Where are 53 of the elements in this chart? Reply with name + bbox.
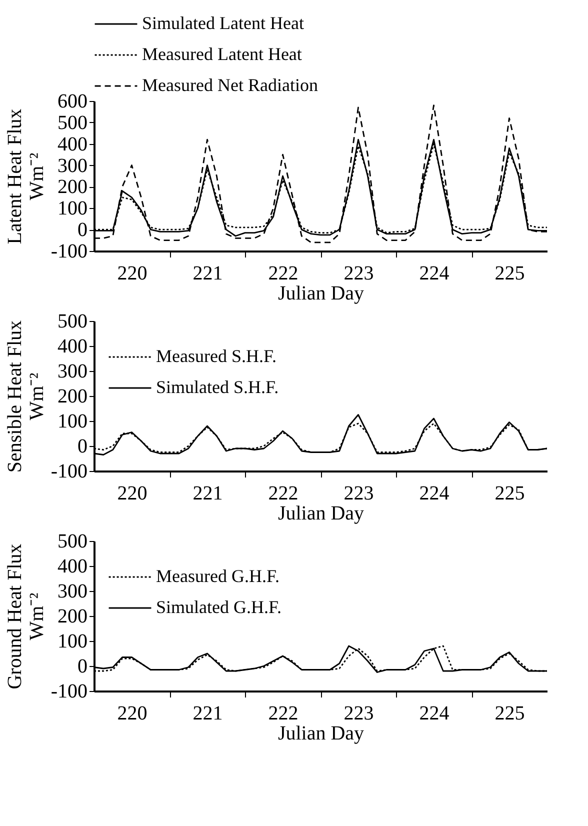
x-tick-label: 222 [268, 702, 298, 724]
x-tick-label: 221 [192, 702, 223, 724]
x-tick-label: 220 [117, 482, 148, 504]
x-axis-title: Julian Day [278, 502, 364, 524]
legend-label: Simulated Latent Heat [142, 13, 304, 33]
y-tick-label: 400 [58, 556, 88, 578]
x-tick-label: 223 [344, 482, 374, 504]
x-tick-label: 225 [494, 482, 525, 504]
x-tick-label: 222 [268, 262, 298, 284]
y-tick-label: 0 [78, 219, 88, 242]
x-tick-label: 221 [192, 262, 223, 284]
x-tick-label: 223 [344, 262, 374, 284]
y-tick-label: 500 [58, 112, 88, 134]
y-tick-label: 100 [58, 630, 88, 652]
y-tick-label: 500 [58, 530, 88, 552]
y-tick-label: 200 [58, 606, 88, 628]
y-tick-label: 0 [78, 436, 88, 458]
y-tick-label: 600 [58, 90, 88, 112]
x-tick-label: 220 [117, 262, 148, 284]
y-axis-title: Sensible Heat Flux Wm⁻² [4, 320, 48, 473]
x-tick-label: 225 [494, 262, 525, 284]
y-tick-label: 400 [58, 133, 88, 156]
legend-label: Simulated G.H.F. [156, 597, 282, 617]
legend-label: Measured Latent Heat [142, 44, 302, 64]
y-tick-label: 0 [78, 656, 88, 678]
legend-label: Measured Net Radiation [142, 75, 318, 95]
y-tick-label: 300 [58, 154, 88, 177]
legend-label: Measured G.H.F. [156, 566, 280, 586]
legend-label: Measured S.H.F. [156, 346, 277, 366]
x-tick-label: 220 [117, 702, 148, 724]
x-tick-label: 222 [268, 482, 298, 504]
x-tick-label: 224 [419, 482, 450, 504]
y-tick-label: 200 [58, 386, 88, 408]
x-axis-title: Julian Day [278, 722, 364, 744]
y-tick-label: 300 [58, 580, 88, 602]
y-axis-title: Ground Heat Flux Wm⁻² [4, 544, 48, 690]
x-axis-title: Julian Day [278, 282, 364, 304]
x-tick-label: 224 [419, 262, 450, 284]
y-axis-title: Latent Heat Flux Wm⁻² [4, 108, 48, 244]
y-tick-label: 400 [58, 336, 88, 358]
y-tick-label: 100 [58, 198, 88, 220]
y-tick-label: -100 [50, 460, 88, 482]
x-tick-label: 221 [192, 482, 223, 504]
x-tick-label: 225 [494, 702, 525, 724]
y-tick-label: 100 [58, 410, 88, 432]
legend-label: Simulated S.H.F. [156, 377, 279, 397]
y-tick-label: -100 [50, 240, 88, 262]
x-tick-label: 223 [344, 702, 374, 724]
y-tick-label: 500 [58, 310, 88, 332]
y-tick-label: 300 [58, 360, 88, 382]
y-tick-label: 200 [58, 176, 88, 198]
x-tick-label: 224 [419, 702, 450, 724]
y-tick-label: -100 [50, 680, 88, 702]
